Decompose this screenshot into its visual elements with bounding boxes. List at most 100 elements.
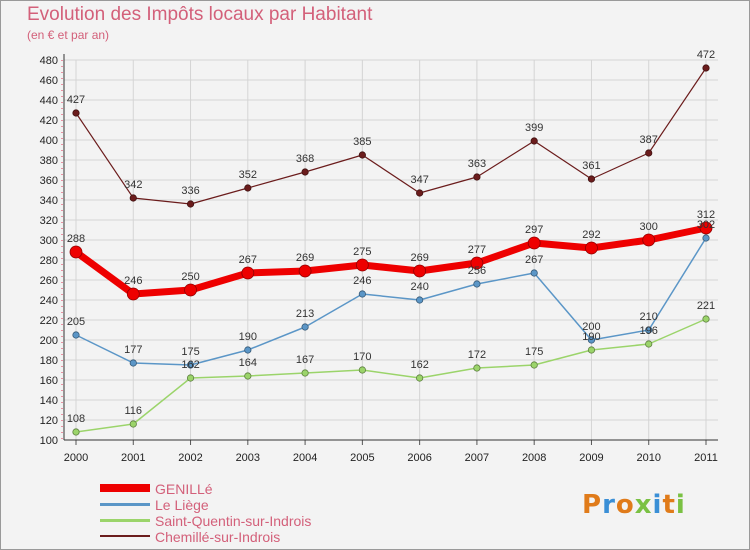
- data-label-saint-quentin-sur-indrois: 162: [410, 359, 428, 371]
- data-label-genill-: 267: [239, 254, 257, 266]
- data-label-le-li-ge: 246: [353, 275, 371, 287]
- data-label-le-li-ge: 256: [468, 265, 486, 277]
- logo-letter: i: [675, 490, 686, 520]
- data-point-le-li-ge: [587, 336, 596, 344]
- data-label-genill-: 269: [296, 252, 314, 264]
- data-label-saint-quentin-sur-indrois: 116: [124, 405, 142, 417]
- logo-letter: x: [634, 490, 653, 520]
- y-tick-label: 240: [40, 295, 58, 307]
- data-label-le-li-ge: 205: [67, 316, 85, 328]
- proxiti-logo: Proxiti: [582, 490, 686, 520]
- y-tick-label: 380: [40, 155, 58, 167]
- data-point-chemill-sur-indrois: [645, 149, 653, 157]
- data-label-chemill-sur-indrois: 352: [239, 169, 257, 181]
- data-point-saint-quentin-sur-indrois: [186, 374, 195, 382]
- data-point-saint-quentin-sur-indrois: [301, 369, 309, 377]
- data-point-genill-: [585, 241, 598, 255]
- data-label-le-li-ge: 213: [296, 308, 314, 320]
- x-tick-label: 2007: [465, 452, 489, 464]
- data-label-chemill-sur-indrois: 385: [353, 136, 371, 148]
- data-label-genill-: 297: [525, 224, 543, 236]
- y-tick-label: 320: [40, 215, 58, 227]
- data-point-genill-: [527, 236, 541, 250]
- data-labels: 427 342 336 352 368 385 347 363 399 361 387 472 205 1…: [67, 49, 715, 425]
- data-point-le-li-ge: [244, 346, 252, 354]
- data-label-genill-: 269: [410, 252, 428, 264]
- legend-item: Chemillé-sur-Indrois: [100, 529, 400, 545]
- legend-label: Saint-Quentin-sur-Indrois: [155, 513, 312, 529]
- data-point-saint-quentin-sur-indrois: [530, 361, 538, 369]
- data-label-genill-: 312: [697, 209, 715, 221]
- x-tick-label: 2000: [64, 452, 88, 464]
- data-label-le-li-ge: 267: [525, 254, 543, 266]
- data-point-chemill-sur-indrois: [301, 168, 309, 176]
- y-tick-label: 100: [40, 435, 58, 447]
- data-point-saint-quentin-sur-indrois: [416, 374, 424, 382]
- logo-letter: r: [602, 490, 616, 520]
- series-line-saint-quentin-sur-indrois: [75, 318, 707, 433]
- data-label-saint-quentin-sur-indrois: 172: [468, 349, 486, 361]
- data-label-genill-: 300: [640, 221, 658, 233]
- legend-item: Saint-Quentin-sur-Indrois: [100, 513, 400, 529]
- data-label-chemill-sur-indrois: 363: [468, 158, 486, 170]
- data-point-chemill-sur-indrois: [416, 189, 424, 197]
- data-point-genill-: [355, 258, 369, 272]
- data-point-genill-: [184, 283, 197, 297]
- data-point-saint-quentin-sur-indrois: [244, 372, 252, 380]
- data-label-saint-quentin-sur-indrois: 190: [582, 331, 600, 343]
- data-point-chemill-sur-indrois: [530, 137, 538, 145]
- x-tick-label: 2004: [293, 452, 317, 464]
- x-tick-label: 2011: [694, 452, 718, 464]
- data-label-le-li-ge: 210: [640, 311, 658, 323]
- legend-swatch: [100, 484, 150, 492]
- data-point-saint-quentin-sur-indrois: [129, 420, 137, 428]
- data-point-chemill-sur-indrois: [72, 109, 80, 117]
- y-tick-label: 220: [40, 315, 58, 327]
- data-point-genill-: [642, 233, 656, 247]
- data-label-le-li-ge: 177: [124, 344, 142, 356]
- data-point-chemill-sur-indrois: [473, 173, 481, 181]
- data-point-saint-quentin-sur-indrois: [72, 428, 80, 436]
- data-label-genill-: 277: [468, 244, 486, 256]
- data-label-saint-quentin-sur-indrois: 170: [353, 351, 371, 363]
- data-label-chemill-sur-indrois: 399: [525, 122, 543, 134]
- data-label-genill-: 246: [124, 275, 142, 287]
- y-tick-label: 440: [40, 95, 58, 107]
- data-label-chemill-sur-indrois: 472: [697, 49, 715, 61]
- x-tick-label: 2010: [636, 452, 660, 464]
- data-point-saint-quentin-sur-indrois: [473, 364, 481, 372]
- x-tick-label: 2003: [236, 452, 260, 464]
- data-point-genill-: [699, 221, 713, 235]
- data-point-saint-quentin-sur-indrois: [702, 315, 710, 323]
- legend-swatch: [100, 535, 150, 537]
- data-point-saint-quentin-sur-indrois: [587, 346, 596, 354]
- data-label-le-li-ge: 302: [697, 219, 715, 231]
- data-label-genill-: 288: [67, 233, 85, 245]
- data-point-chemill-sur-indrois: [186, 200, 195, 208]
- y-tick-label: 400: [40, 135, 58, 147]
- data-point-genill-: [69, 245, 83, 259]
- data-label-genill-: 275: [353, 246, 371, 258]
- y-tick-label: 420: [40, 115, 58, 127]
- data-label-chemill-sur-indrois: 342: [124, 179, 142, 191]
- data-point-genill-: [413, 264, 427, 278]
- x-tick-label: 2002: [178, 452, 202, 464]
- data-label-saint-quentin-sur-indrois: 108: [67, 413, 85, 425]
- y-tick-label: 200: [40, 335, 58, 347]
- y-tick-label: 140: [40, 395, 58, 407]
- data-point-saint-quentin-sur-indrois: [358, 366, 366, 374]
- plot-area: [64, 60, 718, 440]
- data-point-chemill-sur-indrois: [702, 64, 710, 72]
- data-point-saint-quentin-sur-indrois: [645, 340, 653, 348]
- data-point-le-li-ge: [72, 331, 80, 339]
- y-tick-label: 160: [40, 375, 58, 387]
- grid: [64, 59, 718, 441]
- legend-item: Le Liège: [100, 497, 400, 513]
- data-label-saint-quentin-sur-indrois: 167: [296, 354, 314, 366]
- data-point-chemill-sur-indrois: [129, 194, 137, 202]
- legend-label: Chemillé-sur-Indrois: [155, 529, 281, 545]
- data-point-le-li-ge: [645, 326, 653, 334]
- data-point-le-li-ge: [416, 296, 424, 304]
- y-tick-label: 120: [40, 415, 58, 427]
- data-point-genill-: [241, 266, 255, 280]
